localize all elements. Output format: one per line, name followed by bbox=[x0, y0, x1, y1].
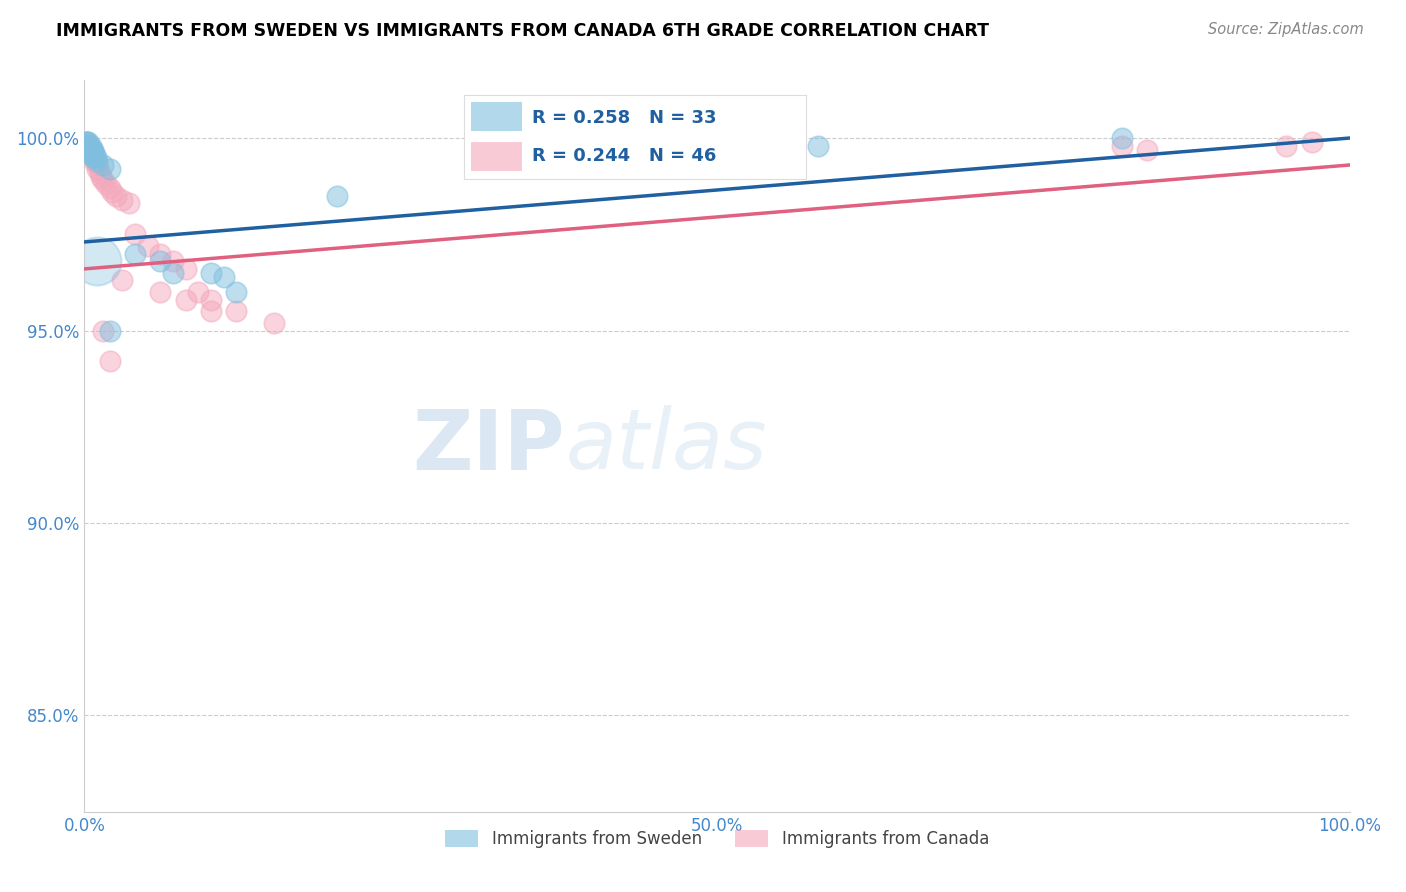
Point bbox=[79, 146, 101, 161]
Point bbox=[124, 227, 146, 242]
Point bbox=[79, 146, 103, 161]
Text: atlas: atlas bbox=[565, 406, 766, 486]
Point bbox=[83, 154, 105, 169]
Point bbox=[82, 143, 104, 157]
Point bbox=[174, 261, 197, 276]
Point bbox=[200, 304, 222, 318]
Point bbox=[83, 150, 105, 164]
Point bbox=[326, 188, 349, 202]
Point bbox=[807, 138, 830, 153]
Point bbox=[136, 239, 159, 253]
Point bbox=[86, 161, 108, 176]
Point bbox=[101, 185, 124, 199]
Point bbox=[174, 293, 197, 307]
Point bbox=[79, 146, 101, 161]
Point bbox=[98, 354, 121, 368]
Text: ZIP: ZIP bbox=[413, 406, 565, 486]
Point bbox=[79, 138, 101, 153]
Point bbox=[79, 143, 101, 157]
Point bbox=[79, 138, 103, 153]
Point bbox=[93, 158, 115, 172]
Legend: Immigrants from Sweden, Immigrants from Canada: Immigrants from Sweden, Immigrants from … bbox=[439, 823, 995, 855]
Point bbox=[77, 138, 100, 153]
Point bbox=[98, 161, 121, 176]
Point bbox=[77, 135, 100, 149]
Point bbox=[90, 169, 112, 184]
Point bbox=[80, 146, 103, 161]
Point bbox=[80, 150, 103, 164]
Point bbox=[82, 150, 104, 164]
Point bbox=[76, 138, 98, 153]
Point bbox=[1275, 138, 1298, 153]
Point bbox=[76, 138, 98, 153]
Point bbox=[111, 193, 134, 207]
Point bbox=[79, 143, 103, 157]
Point bbox=[93, 173, 115, 187]
Point bbox=[1136, 143, 1159, 157]
Point bbox=[111, 273, 134, 287]
Point bbox=[263, 316, 285, 330]
Point bbox=[162, 266, 184, 280]
Point bbox=[80, 146, 103, 161]
Point bbox=[93, 324, 115, 338]
Point bbox=[86, 154, 108, 169]
Point bbox=[1301, 135, 1323, 149]
Point bbox=[80, 143, 103, 157]
Point bbox=[105, 188, 127, 202]
Point bbox=[94, 178, 117, 192]
Point bbox=[76, 143, 98, 157]
Point bbox=[89, 166, 111, 180]
Point bbox=[149, 246, 172, 260]
Text: Source: ZipAtlas.com: Source: ZipAtlas.com bbox=[1208, 22, 1364, 37]
Point bbox=[200, 293, 222, 307]
Point bbox=[200, 266, 222, 280]
Point bbox=[79, 146, 103, 161]
Point bbox=[225, 285, 247, 299]
Point bbox=[187, 285, 209, 299]
Point bbox=[75, 138, 97, 153]
Y-axis label: 6th Grade: 6th Grade bbox=[0, 404, 6, 488]
Point bbox=[79, 143, 101, 157]
Point bbox=[1111, 131, 1133, 145]
Point bbox=[118, 196, 141, 211]
Point bbox=[162, 254, 184, 268]
Point bbox=[86, 158, 108, 172]
Point bbox=[79, 143, 103, 157]
Point bbox=[86, 254, 108, 268]
Point bbox=[77, 143, 100, 157]
Point bbox=[124, 246, 146, 260]
Point bbox=[1111, 138, 1133, 153]
Point bbox=[98, 324, 121, 338]
Point bbox=[98, 181, 121, 195]
Point bbox=[75, 138, 97, 153]
Point bbox=[75, 135, 97, 149]
Point bbox=[149, 285, 172, 299]
Point bbox=[82, 146, 104, 161]
Point bbox=[212, 269, 235, 284]
Point bbox=[76, 143, 98, 157]
Text: IMMIGRANTS FROM SWEDEN VS IMMIGRANTS FROM CANADA 6TH GRADE CORRELATION CHART: IMMIGRANTS FROM SWEDEN VS IMMIGRANTS FRO… bbox=[56, 22, 990, 40]
Point bbox=[84, 150, 107, 164]
Point bbox=[225, 304, 247, 318]
Point bbox=[77, 143, 100, 157]
Point bbox=[83, 146, 105, 161]
Point bbox=[149, 254, 172, 268]
Point bbox=[84, 154, 107, 169]
Point bbox=[77, 138, 100, 153]
Point bbox=[76, 135, 98, 149]
Point bbox=[75, 135, 97, 149]
